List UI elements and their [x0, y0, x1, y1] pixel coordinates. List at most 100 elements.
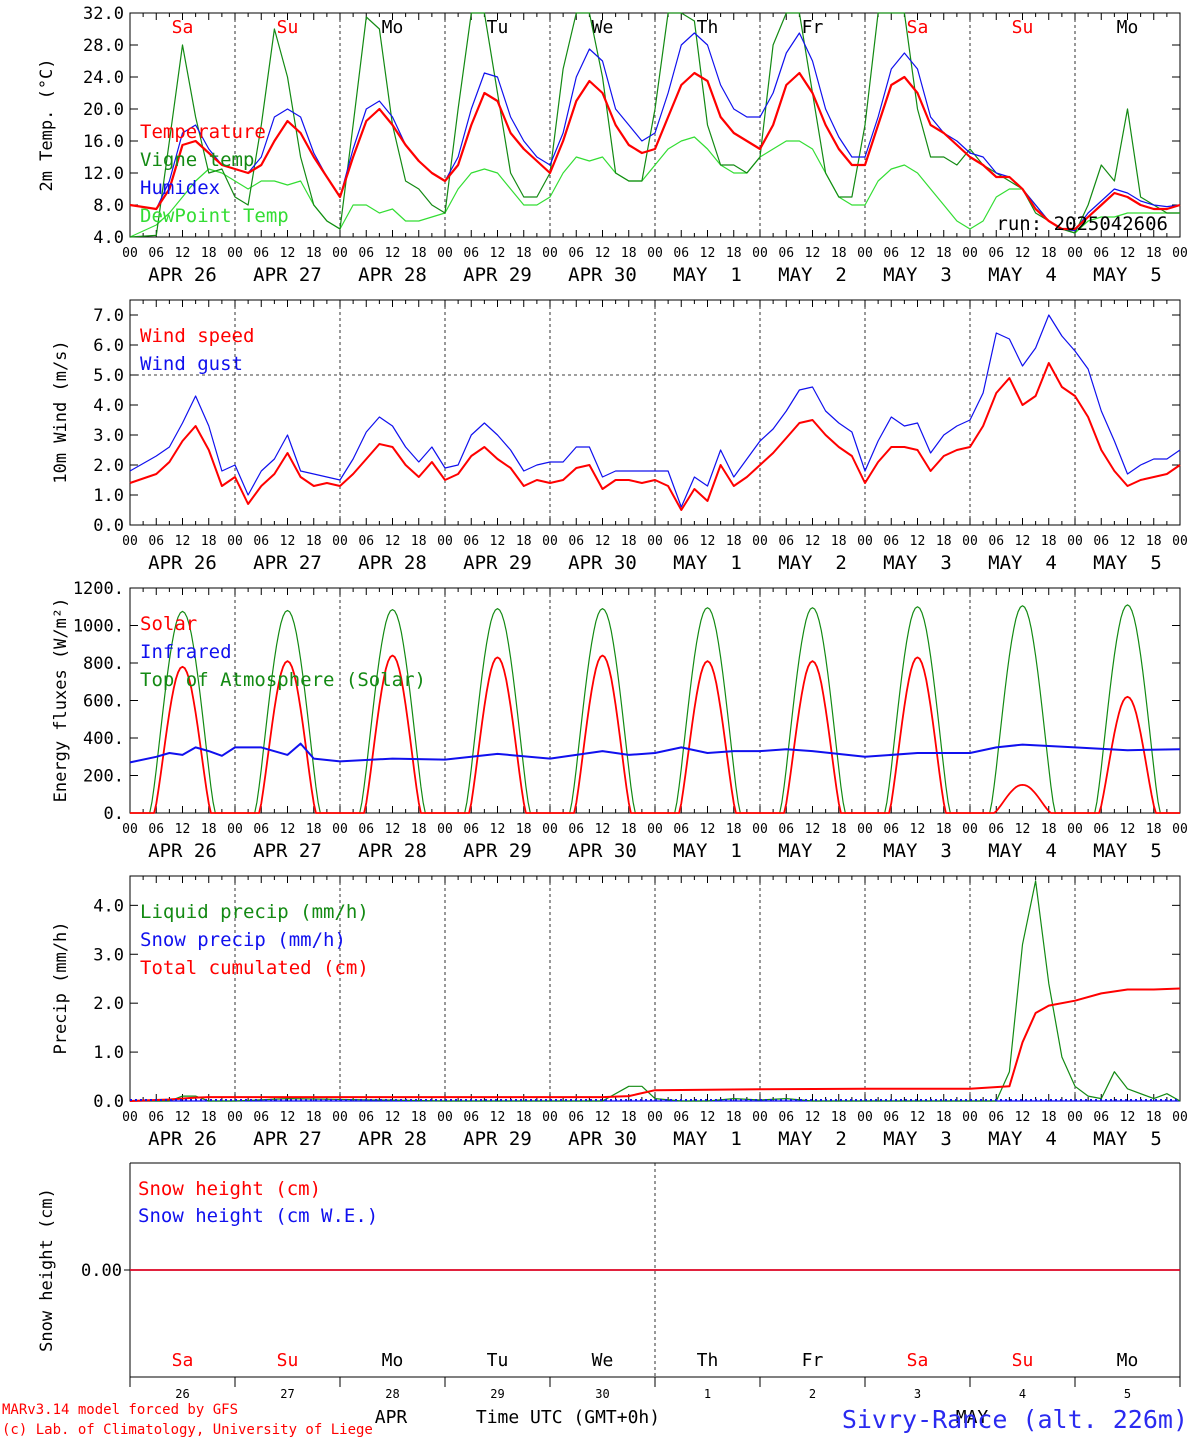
- weekday-label: Su: [1012, 1350, 1034, 1371]
- day-number-label: 28: [385, 1387, 399, 1401]
- hour-tick-label: 12: [595, 534, 611, 549]
- hour-tick-label: 12: [280, 246, 296, 261]
- legend-wind-gust: Wind gust: [140, 353, 243, 375]
- hour-tick-label: 06: [673, 1110, 689, 1125]
- hour-tick-label: 18: [306, 822, 322, 837]
- series-line: [129, 314, 1181, 508]
- hour-tick-label: 12: [1015, 822, 1031, 837]
- hour-tick-label: 18: [726, 1110, 742, 1125]
- y-axis-label: Snow height (cm): [37, 1188, 57, 1352]
- hour-tick-label: 00: [1172, 1110, 1188, 1125]
- date-label: APR 30: [568, 1128, 637, 1150]
- date-label: APR 26: [148, 264, 217, 286]
- y-tick-label: 1200.: [73, 579, 124, 599]
- hour-tick-label: 12: [910, 822, 926, 837]
- hour-tick-label: 18: [726, 534, 742, 549]
- date-label: APR 30: [568, 264, 637, 286]
- hour-tick-label: 00: [437, 246, 453, 261]
- date-label: MAY 5: [1093, 1128, 1162, 1150]
- hour-tick-label: 12: [175, 1110, 191, 1125]
- hour-tick-label: 12: [700, 822, 716, 837]
- weekday-label: Fr: [802, 1350, 824, 1371]
- hour-tick-label: 12: [280, 822, 296, 837]
- series-line: [129, 71, 1181, 231]
- y-tick-label: 32.0: [83, 4, 124, 24]
- hour-tick-label: 00: [752, 822, 768, 837]
- hour-tick-label: 12: [805, 822, 821, 837]
- hour-tick-label: 06: [673, 534, 689, 549]
- hour-tick-label: 00: [752, 1110, 768, 1125]
- weekday-label: Tu: [487, 17, 509, 38]
- weekday-label: Su: [277, 17, 299, 38]
- date-label: MAY 5: [1093, 264, 1162, 286]
- hour-tick-label: 12: [910, 246, 926, 261]
- weekday-label: Sa: [172, 17, 194, 38]
- hour-tick-label: 06: [883, 534, 899, 549]
- hour-tick-label: 00: [227, 534, 243, 549]
- weekday-label: Mo: [1117, 1350, 1139, 1371]
- hour-tick-label: 18: [621, 534, 637, 549]
- hour-tick-label: 12: [280, 534, 296, 549]
- hour-tick-label: 12: [1120, 534, 1136, 549]
- hour-tick-label: 18: [1146, 822, 1162, 837]
- hour-tick-label: 18: [831, 534, 847, 549]
- hour-tick-label: 18: [1041, 534, 1057, 549]
- hour-tick-label: 06: [358, 246, 374, 261]
- hour-tick-label: 06: [253, 1110, 269, 1125]
- hour-tick-label: 00: [1172, 822, 1188, 837]
- date-label: APR 29: [463, 1128, 532, 1150]
- hour-tick-label: 00: [227, 822, 243, 837]
- hour-tick-label: 00: [857, 1110, 873, 1125]
- legend-snow-height-cm-: Snow height (cm): [138, 1178, 321, 1200]
- date-label: MAY 2: [778, 1128, 847, 1150]
- hour-tick-label: 00: [962, 534, 978, 549]
- hour-tick-label: 06: [148, 246, 164, 261]
- date-label: APR 30: [568, 552, 637, 574]
- hour-tick-label: 12: [385, 1110, 401, 1125]
- date-label: MAY 2: [778, 552, 847, 574]
- y-tick-label: 20.0: [83, 100, 124, 120]
- run-annotation: run: 2025042606: [996, 213, 1168, 235]
- y-tick-label: 4.0: [93, 896, 124, 916]
- weekday-label: We: [592, 17, 614, 38]
- date-label: APR 28: [358, 1128, 427, 1150]
- y-tick-label: 7.0: [93, 306, 124, 326]
- hour-tick-label: 06: [1093, 534, 1109, 549]
- y-axis-label: Energy fluxes (W/m²): [51, 598, 71, 803]
- date-label: APR 26: [148, 552, 217, 574]
- hour-tick-label: 18: [1146, 1110, 1162, 1125]
- hour-tick-label: 06: [358, 1110, 374, 1125]
- hour-tick-label: 18: [306, 534, 322, 549]
- hour-tick-label: 00: [1067, 246, 1083, 261]
- hour-tick-label: 12: [175, 822, 191, 837]
- date-label: MAY 5: [1093, 552, 1162, 574]
- date-label: APR 28: [358, 552, 427, 574]
- hour-tick-label: 06: [463, 246, 479, 261]
- hour-tick-label: 00: [647, 1110, 663, 1125]
- hour-tick-label: 06: [253, 822, 269, 837]
- day-number-label: 30: [595, 1387, 609, 1401]
- weekday-label: Sa: [907, 17, 929, 38]
- hour-tick-label: 00: [332, 246, 348, 261]
- hour-tick-label: 12: [1120, 246, 1136, 261]
- hour-tick-label: 12: [175, 246, 191, 261]
- hour-tick-label: 06: [568, 822, 584, 837]
- date-label: MAY 2: [778, 264, 847, 286]
- hour-tick-label: 12: [490, 534, 506, 549]
- hour-tick-label: 00: [962, 246, 978, 261]
- hour-tick-label: 06: [883, 822, 899, 837]
- hour-tick-label: 00: [647, 246, 663, 261]
- hour-tick-label: 12: [385, 246, 401, 261]
- weekday-label: Sa: [172, 1350, 194, 1371]
- hour-tick-label: 18: [306, 246, 322, 261]
- hour-tick-label: 00: [437, 1110, 453, 1125]
- y-tick-label: 800.: [83, 654, 124, 674]
- hour-tick-label: 12: [910, 534, 926, 549]
- hour-tick-label: 12: [1120, 1110, 1136, 1125]
- legend-vigne-temp: Vigne temp: [140, 149, 254, 171]
- hour-tick-label: 06: [463, 1110, 479, 1125]
- day-number-label: 26: [175, 1387, 189, 1401]
- y-tick-label: 200.: [83, 767, 124, 787]
- hour-tick-label: 12: [700, 1110, 716, 1125]
